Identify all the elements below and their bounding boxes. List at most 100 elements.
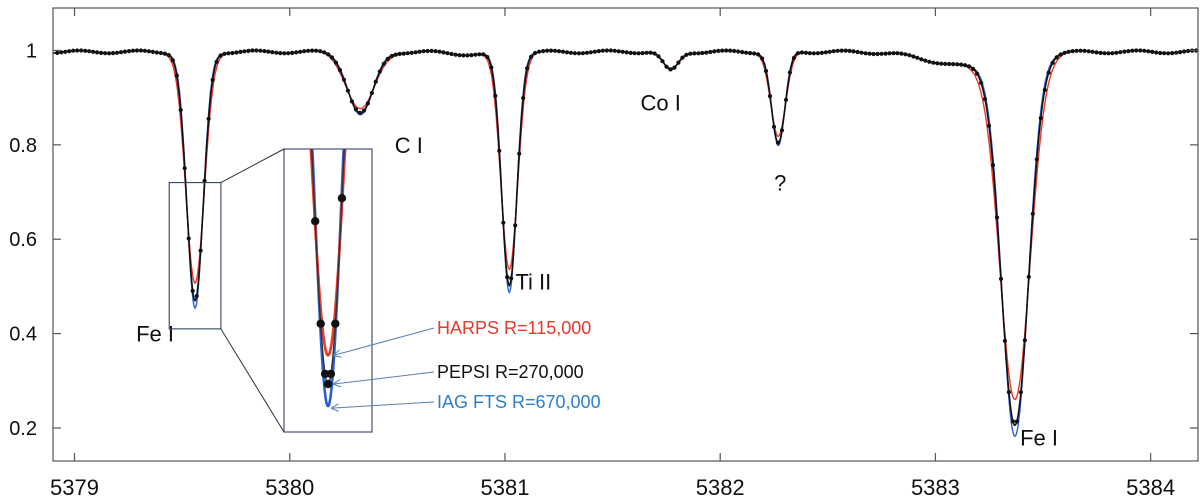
pepsi-point <box>138 48 143 53</box>
pepsi-point <box>234 50 239 55</box>
pepsi-point <box>242 49 247 54</box>
pepsi-point <box>1074 48 1079 53</box>
pepsi-point <box>361 108 366 113</box>
pepsi-point <box>1030 211 1035 216</box>
pepsi-point <box>509 276 514 281</box>
pepsi-point <box>103 51 108 56</box>
pepsi-point <box>413 50 418 55</box>
pepsi-point <box>433 49 438 54</box>
line-label: C I <box>395 133 423 158</box>
pepsi-point <box>560 49 566 54</box>
pepsi-point <box>218 53 223 58</box>
pepsi-point <box>67 49 72 54</box>
y-tick-label: 0.4 <box>9 324 37 346</box>
pepsi-point <box>867 51 872 56</box>
pepsi-point <box>365 101 370 106</box>
pepsi-point <box>839 48 844 53</box>
pepsi-point <box>688 51 693 56</box>
pepsi-point <box>668 67 673 72</box>
inset <box>283 148 373 433</box>
pepsi-point <box>951 62 956 67</box>
pepsi-point <box>525 66 530 71</box>
pepsi-point <box>779 128 785 133</box>
pepsi-point <box>931 60 936 65</box>
pepsi-point <box>763 68 769 74</box>
pepsi-point <box>967 64 972 69</box>
pepsi-point <box>341 77 347 82</box>
pepsi-point <box>162 51 167 56</box>
pepsi-point <box>429 48 434 54</box>
pepsi-point <box>485 54 490 60</box>
pepsi-point <box>1094 50 1099 55</box>
pepsi-point <box>986 123 992 128</box>
pepsi-point <box>1122 49 1127 54</box>
pepsi-point <box>206 116 211 121</box>
pepsi-point <box>732 48 737 54</box>
inset-point <box>311 217 320 226</box>
harps-line <box>53 49 1198 401</box>
pepsi-point <box>222 51 227 56</box>
pepsi-point <box>314 48 319 53</box>
pepsi-point <box>286 51 291 56</box>
pepsi-point <box>254 48 259 53</box>
pepsi-point <box>656 54 661 59</box>
pepsi-point <box>170 58 175 63</box>
pepsi-point <box>552 48 558 53</box>
pepsi-point <box>875 51 880 57</box>
pepsi-point <box>608 48 613 53</box>
pepsi-point <box>692 51 697 56</box>
inset-frame <box>283 148 373 433</box>
pepsi-point <box>756 52 761 57</box>
pepsi-point <box>1134 48 1139 53</box>
plot-frame <box>52 7 1199 462</box>
pepsi-point <box>1154 50 1159 55</box>
pepsi-point <box>907 53 912 58</box>
pepsi-point <box>126 49 132 54</box>
pepsi-point <box>720 48 725 53</box>
pepsi-point <box>1090 49 1095 54</box>
pepsi-point <box>740 50 745 55</box>
pepsi-point <box>564 50 570 55</box>
pepsi-point <box>1138 48 1143 53</box>
pepsi-point <box>122 49 128 54</box>
pepsi-point <box>533 50 538 56</box>
pepsi-point <box>457 53 462 58</box>
pepsi-point <box>401 51 406 56</box>
pepsi-point <box>158 50 163 56</box>
pepsi-point <box>982 97 988 102</box>
pepsi-point <box>975 71 980 76</box>
inset-point <box>337 194 347 203</box>
pepsi-point <box>1050 60 1055 65</box>
pepsi-point <box>811 51 816 56</box>
pepsi-point <box>1146 49 1151 54</box>
pepsi-point <box>748 51 753 56</box>
pepsi-point <box>680 55 685 60</box>
pepsi-point <box>1058 52 1063 57</box>
pepsi-point <box>628 50 633 56</box>
x-tick-label: 5379 <box>50 475 99 500</box>
pepsi-point <box>270 50 275 55</box>
pepsi-point <box>95 50 100 55</box>
pepsi-point <box>899 51 904 56</box>
iag-fts-line <box>53 49 1198 437</box>
pepsi-point <box>704 50 709 55</box>
pepsi-point <box>134 48 139 53</box>
line-label: ? <box>774 171 786 196</box>
pepsi-point <box>588 50 593 55</box>
inset-point <box>316 319 325 328</box>
pepsi-point <box>1110 51 1115 56</box>
pepsi-point <box>971 66 976 71</box>
pepsi-point <box>636 51 641 56</box>
pepsi-point <box>230 50 235 56</box>
pepsi-point <box>397 51 402 57</box>
pepsi-point <box>775 140 781 145</box>
pepsi-point <box>648 50 653 55</box>
pepsi-point <box>59 50 64 55</box>
legend-entry: HARPS R=115,000 <box>437 318 591 338</box>
pepsi-point <box>891 51 896 56</box>
pepsi-point <box>584 50 590 55</box>
pepsi-point <box>963 63 968 68</box>
line-label: Fe I <box>1020 425 1058 450</box>
pepsi-point <box>664 64 669 69</box>
